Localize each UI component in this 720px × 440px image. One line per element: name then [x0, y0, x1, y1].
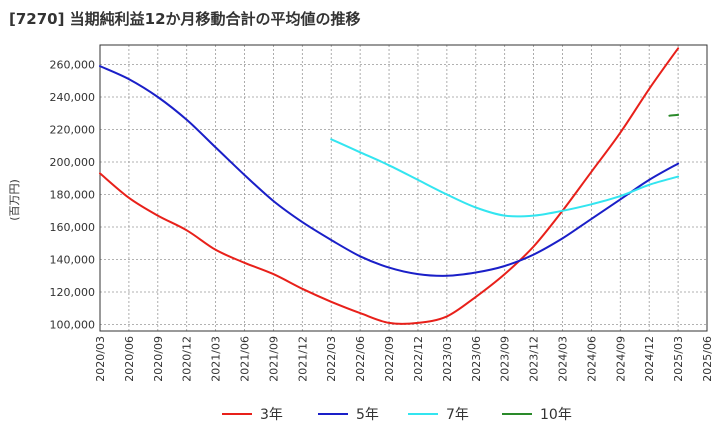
x-tick-label: 2022/12 — [412, 336, 425, 382]
y-tick-label: 120,000 — [50, 286, 96, 299]
x-tick-label: 2021/09 — [267, 336, 280, 382]
x-tick-label: 2023/06 — [470, 336, 483, 382]
x-tick-label: 2020/03 — [94, 336, 107, 382]
series-line-4 — [668, 113, 680, 117]
chart-title: [7270] 当期純利益12か月移動合計の平均値の推移 — [9, 10, 361, 28]
series-line-2 — [99, 65, 680, 277]
legend-label: 7年 — [446, 407, 469, 423]
series-line-1 — [99, 47, 680, 325]
legend-label: 5年 — [356, 407, 379, 423]
x-tick-label: 2020/06 — [123, 336, 136, 382]
y-tick-label: 260,000 — [50, 59, 96, 72]
x-tick-label: 2020/12 — [181, 336, 194, 382]
legend-label: 3年 — [260, 407, 283, 423]
x-tick-label: 2020/09 — [152, 336, 165, 382]
x-tick-labels: 2020/03 2020/06 2020/09 2020/12 2021/03 2021/… — [94, 336, 714, 382]
x-tick-label: 2023/03 — [441, 336, 454, 382]
y-tick-label: 180,000 — [50, 189, 96, 202]
x-tick-label: 2025/06 — [701, 336, 714, 382]
grid-lines — [99, 44, 708, 332]
legend: 3年 5年 7年 10年 — [222, 407, 572, 423]
x-tick-label: 2021/06 — [239, 336, 252, 382]
y-tick-label: 240,000 — [50, 91, 96, 104]
x-tick-label: 2023/12 — [528, 336, 541, 382]
y-tick-label: 220,000 — [50, 124, 96, 137]
legend-label: 10年 — [540, 407, 572, 423]
x-tick-label: 2022/03 — [325, 336, 338, 382]
x-tick-label: 2022/09 — [383, 336, 396, 382]
y-tick-label: 200,000 — [50, 156, 96, 169]
series-lines — [99, 47, 680, 325]
y-tick-label: 160,000 — [50, 221, 96, 234]
y-tick-label: 100,000 — [50, 319, 96, 332]
x-tick-label: 2024/06 — [585, 336, 598, 382]
y-axis-label: (百万円) — [8, 179, 21, 221]
x-tick-label: 2021/12 — [296, 336, 309, 382]
y-tick-label: 140,000 — [50, 254, 96, 267]
x-tick-label: 2024/09 — [614, 336, 627, 382]
series-line-3 — [330, 138, 680, 218]
x-tick-label: 2024/12 — [643, 336, 656, 382]
plot-frame — [99, 44, 708, 332]
x-tick-label: 2025/03 — [672, 336, 685, 382]
x-tick-label: 2022/06 — [354, 336, 367, 382]
x-tick-label: 2021/03 — [210, 336, 223, 382]
x-tick-label: 2023/09 — [499, 336, 512, 382]
x-tick-label: 2024/03 — [556, 336, 569, 382]
y-tick-labels: 100,000 120,000 140,000 160,000 180,000 200,0… — [50, 59, 96, 332]
